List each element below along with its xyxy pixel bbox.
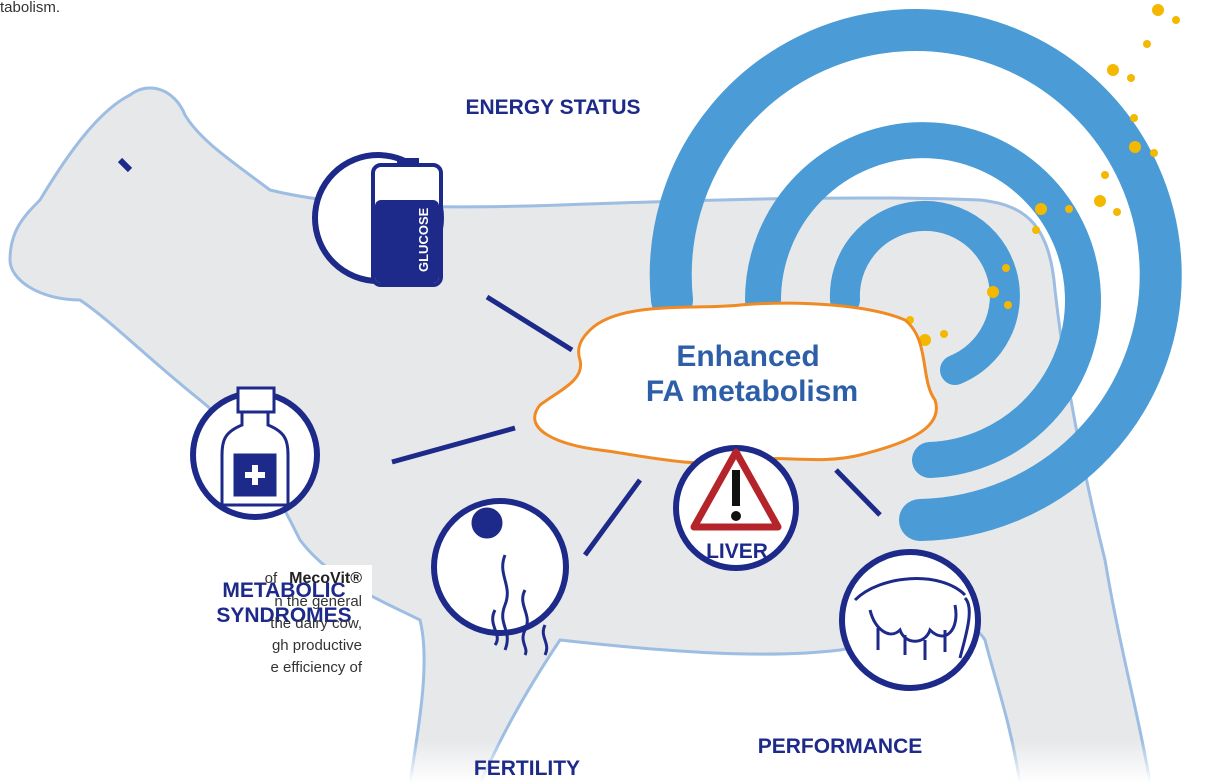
cow-eye — [117, 157, 133, 173]
connectors — [391, 294, 882, 557]
bottle-icon — [220, 386, 290, 507]
node-label: PERFORMANCE — [758, 735, 923, 758]
battery-icon: GLUCOSE — [371, 158, 443, 287]
center-cloud — [533, 301, 938, 465]
sperm-icon — [471, 507, 549, 656]
header-fragment: tabolism. — [0, 0, 60, 16]
spirals — [649, 9, 1182, 541]
node-label: FERTILITY — [474, 757, 580, 780]
center-title: FA metabolism — [646, 375, 858, 408]
side-text: the dairy cow, — [270, 615, 362, 632]
udder-icon — [853, 577, 971, 660]
brand: MecoVit® — [289, 570, 362, 587]
center-title: Enhanced — [676, 340, 819, 373]
node-label: SYNDROMES — [216, 604, 351, 627]
fade — [0, 640, 1207, 783]
node-label: METABOLIC — [222, 579, 345, 602]
side-text: gh productive — [272, 637, 362, 654]
side-prefix: of — [265, 570, 278, 587]
warning-icon — [690, 448, 782, 531]
node-label: ENERGY STATUS — [465, 96, 640, 119]
icon-text: GLUCOSE — [416, 207, 431, 272]
side-text: e efficiency of — [271, 659, 363, 676]
side-text: n the general — [274, 593, 362, 610]
side-text: of MecoVit® — [265, 570, 363, 587]
node-label: LIVER — [706, 540, 768, 563]
